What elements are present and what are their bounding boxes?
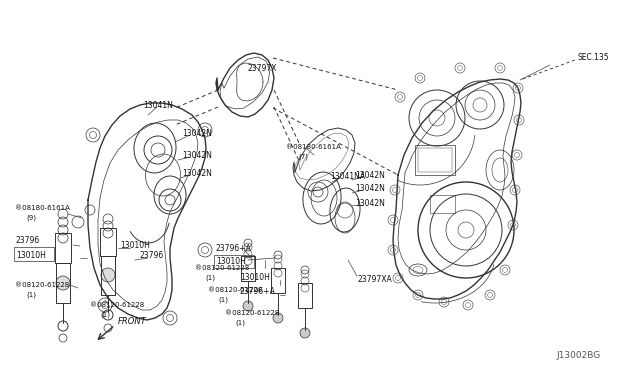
Text: 13041NA: 13041NA bbox=[330, 171, 365, 180]
Text: 13010H: 13010H bbox=[16, 250, 46, 260]
Text: 13042N: 13042N bbox=[182, 128, 212, 138]
Bar bbox=[55, 233, 71, 263]
Circle shape bbox=[273, 313, 283, 323]
Text: 23796+A: 23796+A bbox=[215, 244, 251, 253]
Bar bbox=[298, 283, 312, 308]
Text: J13002BG: J13002BG bbox=[556, 350, 600, 359]
Bar bbox=[14, 247, 54, 261]
Text: 23796: 23796 bbox=[140, 251, 164, 260]
Text: 13010H: 13010H bbox=[120, 241, 150, 250]
Bar bbox=[214, 255, 254, 268]
Text: 13042N: 13042N bbox=[355, 170, 385, 180]
Text: ®08120-61228: ®08120-61228 bbox=[208, 287, 262, 293]
Text: 13042N: 13042N bbox=[182, 151, 212, 160]
Bar bbox=[418, 148, 452, 172]
Text: 13010H: 13010H bbox=[216, 257, 246, 266]
Text: ®08180-6161A: ®08180-6161A bbox=[15, 205, 70, 211]
Circle shape bbox=[101, 268, 115, 282]
Text: ®08120-61228: ®08120-61228 bbox=[195, 265, 249, 271]
Text: 13010H: 13010H bbox=[240, 273, 270, 282]
Text: (1): (1) bbox=[100, 312, 110, 318]
Circle shape bbox=[300, 328, 310, 338]
Text: 23796+A: 23796+A bbox=[240, 286, 276, 295]
Text: 13042N: 13042N bbox=[355, 183, 385, 192]
Text: (1): (1) bbox=[205, 275, 215, 281]
Circle shape bbox=[243, 301, 253, 311]
Text: ®08180-6161A: ®08180-6161A bbox=[286, 144, 341, 150]
Text: SEC.135: SEC.135 bbox=[578, 52, 610, 61]
Text: 13041N: 13041N bbox=[143, 100, 173, 109]
Text: FRONT: FRONT bbox=[118, 317, 147, 327]
Bar bbox=[415, 145, 455, 175]
Bar bbox=[430, 195, 455, 213]
Text: ®08120-61228: ®08120-61228 bbox=[225, 310, 279, 316]
Text: ®08120-61228: ®08120-61228 bbox=[90, 302, 144, 308]
Text: ®08120-61228: ®08120-61228 bbox=[15, 282, 69, 288]
Text: (1): (1) bbox=[235, 320, 245, 326]
Text: (1): (1) bbox=[218, 297, 228, 303]
Text: 13042N: 13042N bbox=[182, 169, 212, 177]
Circle shape bbox=[56, 276, 70, 290]
Bar bbox=[271, 268, 285, 293]
Text: 13042N: 13042N bbox=[355, 199, 385, 208]
Text: (9): (9) bbox=[26, 215, 36, 221]
Text: (1): (1) bbox=[26, 292, 36, 298]
Bar bbox=[100, 228, 116, 256]
Text: 23797X: 23797X bbox=[248, 64, 278, 73]
Text: (7): (7) bbox=[298, 154, 308, 160]
Bar bbox=[241, 256, 255, 281]
Text: 23797XA: 23797XA bbox=[358, 276, 393, 285]
Text: 23796: 23796 bbox=[15, 235, 39, 244]
